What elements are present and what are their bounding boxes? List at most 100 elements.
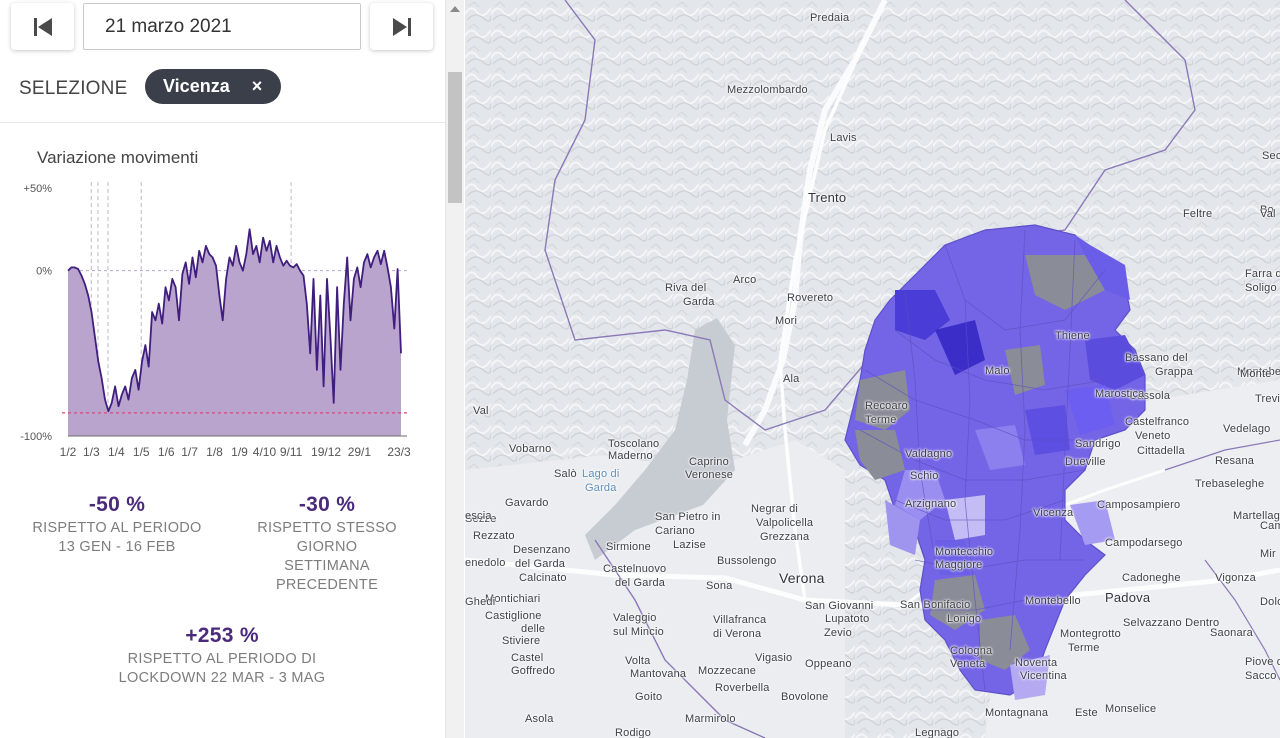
divider (0, 122, 445, 123)
skip-forward-icon (392, 17, 411, 36)
map-place-label: Negrar di (751, 503, 799, 515)
movement-chart: +50% 0% -100% 1/2 1/3 1/4 1/5 1/6 1/7 1/8 1/9 4/10 9… (20, 182, 411, 459)
map-place-label: Predaia (810, 12, 850, 24)
scrollbar-thumb[interactable] (448, 72, 462, 203)
municipality-grey-4[interactable] (930, 575, 985, 630)
map-place-label: Monselice (1105, 703, 1157, 715)
vicenza-province-choropleth[interactable] (844, 224, 1146, 700)
map-place-label: Stiviere (502, 635, 541, 647)
map-place-label: Grappa (1155, 366, 1193, 378)
map-place-label: Legnago (915, 727, 960, 738)
map-place-label: Padova (1105, 590, 1151, 605)
map-place-label: Castelfranco (1125, 416, 1190, 428)
map-place-label: Vicentina (1020, 670, 1067, 682)
municipality-dark-2[interactable] (935, 320, 985, 375)
stat-lockdown-caption-2: LOCKDOWN 22 MAR - 3 MAG (118, 670, 326, 686)
map-place-label: Ghedi (465, 596, 496, 608)
x-tick-label: 1/7 (181, 445, 198, 459)
series-line (67, 228, 402, 413)
x-tick-label: 23/3 (387, 445, 411, 459)
map-place-label: Caprino (689, 456, 729, 468)
municipality-grey-6[interactable] (1005, 345, 1045, 395)
stat-lockdown: +253 % RISPETTO AL PERIODO DI LOCKDOWN 2… (100, 624, 344, 688)
series-area (68, 229, 401, 436)
map-place-label: San Giovanni (805, 600, 874, 612)
map-view[interactable]: Predaia Mezzolombardo Lavis Trento Feltre Riv… (465, 0, 1280, 738)
date-input[interactable] (83, 3, 361, 50)
map-place-label: Bassano del (1125, 352, 1188, 364)
map-place-label: Cologna (950, 645, 993, 657)
municipality-boundaries (859, 229, 1106, 691)
map-place-label: Sona (706, 580, 733, 592)
municipality-dark-3[interactable] (1085, 335, 1145, 390)
map-place-label: Mir (1260, 548, 1276, 560)
municipality-grey-1[interactable] (1025, 255, 1105, 310)
map-place-label: Desenzano (513, 544, 571, 556)
region-border-south (594, 539, 766, 738)
municipality-light-2[interactable] (1010, 655, 1050, 700)
municipality-mid-5[interactable] (1075, 235, 1130, 300)
municipality-grey-2[interactable] (855, 370, 910, 430)
map-place-label: Campodarsego (1105, 537, 1183, 549)
municipality-mid-1[interactable] (1065, 385, 1115, 435)
stat-previous-week: -30 % RISPETTO STESSO GIORNO SETTIMANA P… (242, 493, 412, 595)
x-tick-label: 1/2 (60, 445, 77, 459)
x-tick-label: 1/6 (158, 445, 175, 459)
municipality-light-4[interactable] (885, 500, 920, 555)
municipality-mid-3[interactable] (975, 425, 1025, 470)
next-date-button[interactable] (370, 3, 433, 50)
region-border (544, 0, 1196, 431)
map-place-label: Gavardo (505, 497, 549, 509)
map-place-label: Castel (511, 652, 544, 664)
map-place-label: Asola (525, 713, 554, 725)
map-place-label: del Garda (515, 558, 566, 570)
map-place-label: Sezze (465, 513, 497, 525)
x-tick-label: 19/12 (311, 445, 341, 459)
municipality-mid-2[interactable] (1025, 405, 1070, 455)
close-icon[interactable]: × (251, 76, 263, 96)
map-place-label: Schio (910, 470, 939, 482)
map-place-label: Bussolengo (717, 555, 777, 567)
map-place-label: Lupatoto (825, 613, 870, 625)
municipality-light-1[interactable] (895, 470, 945, 520)
map-place-label: Trevi (1255, 393, 1280, 405)
map-place-label: Lazise (673, 539, 706, 551)
map-place-label: escia (465, 510, 492, 522)
map-place-label: San Bonifacio (900, 599, 971, 611)
municipality-light-3[interactable] (1070, 500, 1115, 545)
map-place-label: Trebaseleghe (1195, 478, 1265, 490)
stat-lockdown-caption-1: RISPETTO AL PERIODO DI (127, 651, 317, 667)
map-place-label: Veronese (685, 469, 734, 481)
municipality-dark-1[interactable] (895, 290, 950, 340)
municipality-mid-4[interactable] (935, 540, 970, 575)
map-place-label: Arzignano (905, 498, 957, 510)
map-place-label: Este (1075, 707, 1098, 719)
province-border-se (1204, 559, 1280, 681)
selection-label: SELEZIONE (19, 78, 128, 99)
map-place-label: Martellago (1233, 510, 1280, 522)
map-place-label: Lavis (830, 132, 857, 144)
map-place-label: Marostica (1095, 388, 1145, 400)
previous-date-button[interactable] (11, 3, 74, 50)
map-place-label: Oppeano (805, 658, 852, 670)
map-place-label: Terme (1068, 642, 1100, 654)
scroll-up-arrow-icon[interactable] (450, 6, 460, 12)
map-place-label: Bo (1260, 204, 1274, 216)
map-canvas[interactable] (465, 0, 1280, 738)
x-tick-label: 1/9 (231, 445, 248, 459)
map-place-label: Montebelluna (1237, 366, 1280, 378)
map-place-label: Dolo (1260, 596, 1280, 608)
stat-lockdown-value: +253 % (185, 624, 259, 647)
municipality-grey-3[interactable] (855, 430, 905, 480)
map-place-label: Vigasio (755, 652, 793, 664)
map-place-label: Toscolano (608, 438, 660, 450)
sidebar-scrollbar[interactable] (445, 0, 464, 738)
map-place-label: Cassola (1129, 390, 1171, 402)
stat-baseline-caption-2: 13 GEN - 16 FEB (58, 539, 176, 555)
municipality-grey-5[interactable] (980, 615, 1030, 670)
municipality-lightest-1[interactable] (945, 495, 985, 540)
map-place-label: Selvazzano Dentro (1123, 617, 1220, 629)
map-place-label: Montegrotto (1060, 628, 1121, 640)
selection-chip-vicenza[interactable]: Vicenza × (145, 69, 281, 104)
map-place-label: Rezzato (473, 530, 515, 542)
